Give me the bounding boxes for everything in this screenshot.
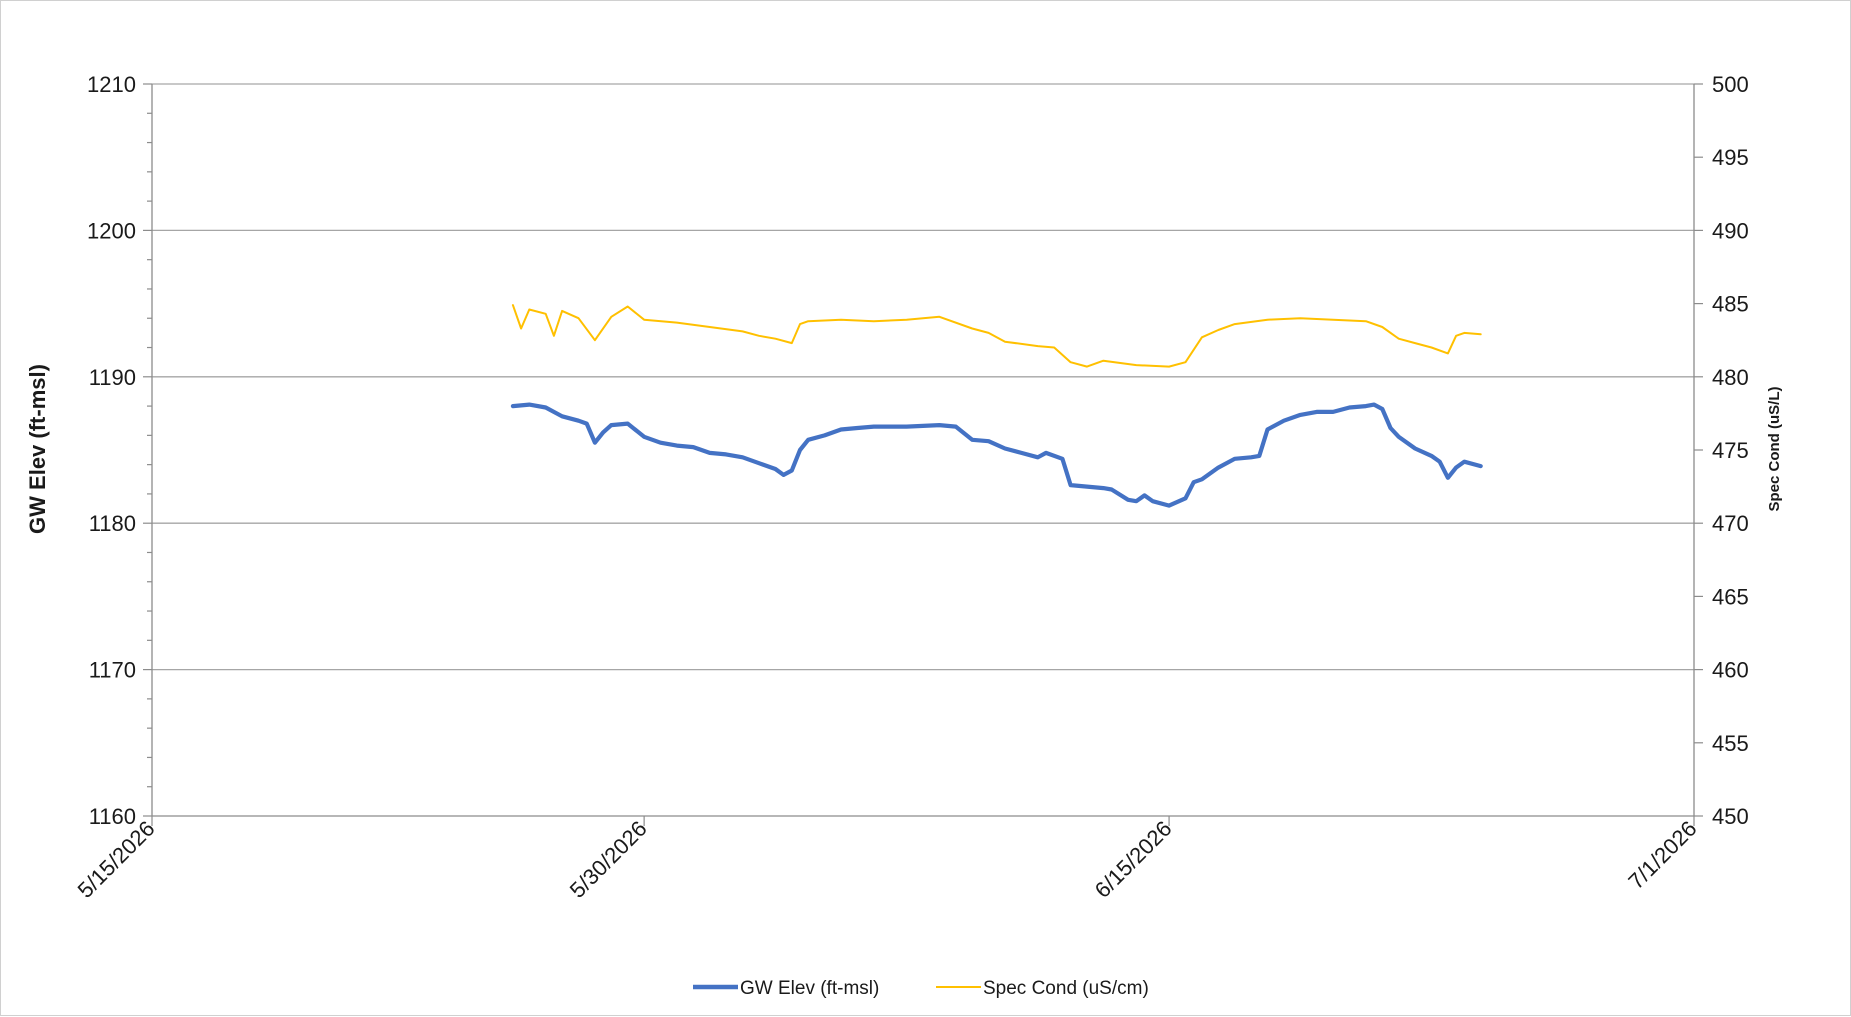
legend-label-spec-cond: Spec Cond (uS/cm) (983, 978, 1149, 999)
y-tick-label-right: 500 (1712, 72, 1749, 97)
y-tick-label-left: 1200 (87, 218, 136, 243)
gridlines (152, 83, 1694, 671)
y-tick-label-right: 480 (1712, 365, 1749, 390)
y-tick-label-left: 1170 (89, 658, 136, 683)
y-axis-title-right: Spec Cond (uS/L) (1766, 387, 1783, 512)
axes: 1160 1170 1180 1190 1200 1210 450 455 460 465 470 4… (73, 72, 1749, 903)
y-tick-label-right: 460 (1712, 658, 1749, 683)
y-tick-label-left: 1210 (87, 72, 136, 97)
x-tick-label: 7/1/2026 (1623, 816, 1701, 894)
y-tick-label-right: 465 (1712, 584, 1749, 609)
y-tick-label-right: 455 (1712, 731, 1749, 756)
x-tick-label: 5/30/2026 (565, 816, 652, 903)
x-tick-label: 6/15/2026 (1090, 816, 1177, 903)
y-tick-label-right: 485 (1712, 292, 1749, 317)
y-tick-label-right: 490 (1712, 218, 1749, 243)
series-line-gw-elev (510, 402, 1483, 508)
y-axis-title-left: GW Elev (ft-msl) (25, 364, 50, 534)
y-tick-label-left: 1160 (89, 804, 136, 829)
legend: GW Elev (ft-msl) Spec Cond (uS/cm) (693, 978, 1149, 999)
y-tick-label-right: 475 (1712, 438, 1749, 463)
y-tick-label-right: 470 (1712, 511, 1749, 536)
y-tick-label-right: 450 (1712, 804, 1749, 829)
series-line-spec-cond (511, 304, 1482, 368)
legend-label-gw-elev: GW Elev (ft-msl) (740, 978, 879, 999)
y-tick-label-left: 1190 (89, 365, 136, 390)
y-tick-label-left: 1180 (89, 511, 136, 536)
series (510, 304, 1483, 508)
y-tick-label-right: 495 (1712, 145, 1749, 170)
